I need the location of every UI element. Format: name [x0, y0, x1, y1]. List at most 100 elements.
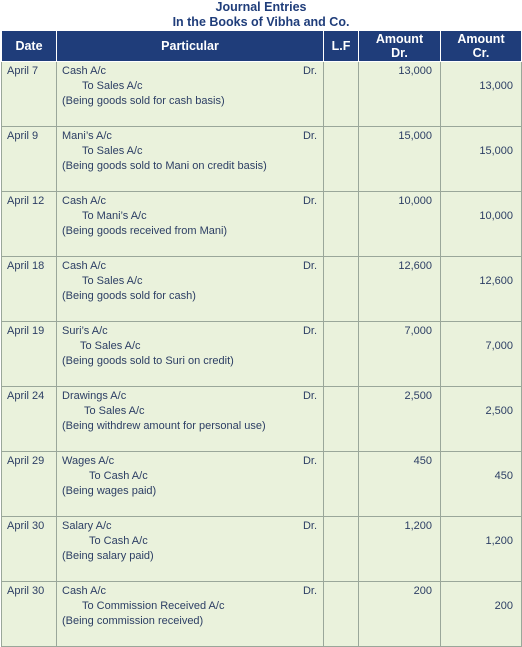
header-lf: L.F: [323, 30, 359, 62]
entry-lf: [323, 61, 359, 127]
entry-lf: [323, 256, 359, 322]
narration: (Being wages paid): [62, 485, 157, 497]
entry-lf: [323, 386, 359, 452]
table-row: April 12 Cash A/c Dr. To Mani’s A/c (Bei…: [1, 191, 522, 257]
credit-account: To Sales A/c: [82, 275, 143, 287]
entry-amount-dr: 10,000: [358, 191, 441, 257]
entry-lf: [323, 516, 359, 582]
entry-amount-dr: 200: [358, 581, 441, 647]
entry-amount-dr: 12,600: [358, 256, 441, 322]
entry-lf: [323, 451, 359, 517]
debit-account: Mani’s A/c: [62, 130, 112, 142]
entry-amount-dr: 1,200: [358, 516, 441, 582]
header-particular: Particular: [56, 30, 324, 62]
entry-amount-dr: 15,000: [358, 126, 441, 192]
entry-amount-dr: 13,000: [358, 61, 441, 127]
debit-account: Suri’s A/c: [62, 325, 108, 337]
credit-account: To Sales A/c: [82, 145, 143, 157]
entry-date: April 19: [1, 321, 57, 387]
debit-account: Salary A/c: [62, 520, 112, 532]
credit-account: To Commission Received A/c: [82, 600, 225, 612]
entry-date: April 29: [1, 451, 57, 517]
entry-date: April 12: [1, 191, 57, 257]
debit-account: Wages A/c: [62, 455, 115, 467]
entry-amount-cr: 15,000: [440, 126, 522, 192]
narration: (Being goods received from Mani): [62, 225, 228, 237]
header-amount-dr-line2: Dr.: [391, 46, 408, 60]
table-row: April 18 Cash A/c Dr. To Sales A/c (Bein…: [1, 256, 522, 322]
credit-account: To Cash A/c: [89, 535, 148, 547]
entry-amount-dr: 7,000: [358, 321, 441, 387]
entry-amount-cr: 2,500: [440, 386, 522, 452]
credit-account: To Sales A/c: [84, 405, 145, 417]
debit-account: Cash A/c: [62, 585, 107, 597]
entry-particular: Cash A/c Dr. To Sales A/c (Being goods s…: [56, 61, 324, 127]
dr-marker: Dr.: [302, 65, 317, 77]
entry-amount-cr: 450: [440, 451, 522, 517]
entry-date: April 24: [1, 386, 57, 452]
table-row: April 30 Cash A/c Dr. To Commission Rece…: [1, 581, 522, 647]
entry-lf: [323, 581, 359, 647]
entry-amount-cr: 12,600: [440, 256, 522, 322]
header-row: Date Particular L.F Amount Dr. Amount Cr…: [1, 30, 522, 62]
header-date: Date: [1, 30, 57, 62]
narration: (Being withdrew amount for personal use): [62, 420, 266, 432]
narration: (Being goods sold to Mani on credit basi…: [62, 160, 267, 172]
narration: (Being goods sold to Suri on credit): [62, 355, 234, 367]
debit-account: Cash A/c: [62, 260, 107, 272]
narration: (Being commission received): [62, 615, 204, 627]
credit-account: To Sales A/c: [80, 340, 141, 352]
document-title: Journal Entries In the Books of Vibha an…: [0, 0, 522, 30]
dr-marker: Dr.: [302, 195, 317, 207]
header-amount-cr-line2: Cr.: [472, 46, 490, 60]
entry-amount-dr: 2,500: [358, 386, 441, 452]
dr-marker: Dr.: [302, 260, 317, 272]
table-row: April 29 Wages A/c Dr. To Cash A/c (Bein…: [1, 451, 522, 517]
journal-body: April 7 Cash A/c Dr. To Sales A/c (Being…: [1, 61, 522, 647]
entry-lf: [323, 126, 359, 192]
header-amount-dr-line1: Amount: [375, 32, 424, 46]
header-amount-cr-line1: Amount: [457, 32, 505, 46]
title-line-1: Journal Entries: [215, 0, 307, 14]
entry-date: April 30: [1, 516, 57, 582]
entry-date: April 18: [1, 256, 57, 322]
entry-amount-cr: 1,200: [440, 516, 522, 582]
entry-amount-dr: 450: [358, 451, 441, 517]
table-row: April 9 Mani’s A/c Dr. To Sales A/c (Bei…: [1, 126, 522, 192]
header-amount-dr: Amount Dr.: [358, 30, 441, 62]
entry-lf: [323, 191, 359, 257]
credit-account: To Sales A/c: [82, 80, 143, 92]
dr-marker: Dr.: [302, 455, 317, 467]
debit-account: Cash A/c: [62, 65, 107, 77]
header-amount-cr: Amount Cr.: [440, 30, 522, 62]
debit-account: Drawings A/c: [62, 390, 127, 402]
entry-lf: [323, 321, 359, 387]
narration: (Being salary paid): [62, 550, 154, 562]
entry-particular: Salary A/c Dr. To Cash A/c (Being salary…: [56, 516, 324, 582]
entry-particular: Drawings A/c Dr. To Sales A/c (Being wit…: [56, 386, 324, 452]
table-row: April 19 Suri’s A/c Dr. To Sales A/c (Be…: [1, 321, 522, 387]
table-row: April 30 Salary A/c Dr. To Cash A/c (Bei…: [1, 516, 522, 582]
entry-particular: Wages A/c Dr. To Cash A/c (Being wages p…: [56, 451, 324, 517]
narration: (Being goods sold for cash): [62, 290, 196, 302]
title-line-2: In the Books of Vibha and Co.: [172, 15, 350, 29]
entry-particular: Suri’s A/c Dr. To Sales A/c (Being goods…: [56, 321, 324, 387]
entry-date: April 30: [1, 581, 57, 647]
journal-table: Date Particular L.F Amount Dr. Amount Cr…: [1, 30, 522, 647]
credit-account: To Mani’s A/c: [82, 210, 147, 222]
entry-amount-cr: 7,000: [440, 321, 522, 387]
debit-account: Cash A/c: [62, 195, 107, 207]
table-row: April 24 Drawings A/c Dr. To Sales A/c (…: [1, 386, 522, 452]
entry-amount-cr: 10,000: [440, 191, 522, 257]
entry-particular: Cash A/c Dr. To Mani’s A/c (Being goods …: [56, 191, 324, 257]
entry-particular: Cash A/c Dr. To Sales A/c (Being goods s…: [56, 256, 324, 322]
entry-date: April 7: [1, 61, 57, 127]
entry-amount-cr: 13,000: [440, 61, 522, 127]
dr-marker: Dr.: [302, 325, 317, 337]
dr-marker: Dr.: [302, 520, 317, 532]
dr-marker: Dr.: [302, 390, 317, 402]
entry-amount-cr: 200: [440, 581, 522, 647]
credit-account: To Cash A/c: [89, 470, 148, 482]
dr-marker: Dr.: [302, 130, 317, 142]
